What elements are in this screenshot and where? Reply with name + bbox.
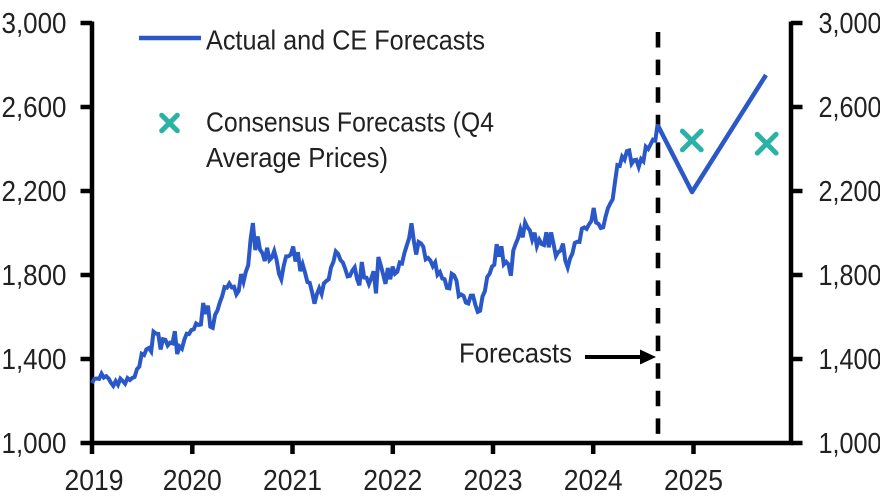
svg-text:1,800: 1,800 (819, 260, 880, 292)
svg-text:2024: 2024 (564, 465, 623, 497)
svg-text:Forecasts: Forecasts (459, 338, 572, 369)
svg-text:2021: 2021 (263, 465, 322, 497)
svg-text:3,000: 3,000 (819, 8, 880, 40)
svg-text:2,200: 2,200 (819, 176, 880, 208)
svg-text:1,800: 1,800 (2, 260, 67, 292)
svg-text:2022: 2022 (363, 465, 422, 497)
svg-text:1,000: 1,000 (819, 428, 880, 460)
svg-text:Actual and CE Forecasts: Actual and CE Forecasts (206, 25, 485, 56)
svg-text:2023: 2023 (464, 465, 523, 497)
svg-text:Consensus Forecasts (Q4: Consensus Forecasts (Q4 (206, 107, 494, 138)
svg-text:2,200: 2,200 (2, 176, 67, 208)
svg-text:2025: 2025 (664, 465, 723, 497)
svg-text:2,600: 2,600 (2, 92, 67, 124)
svg-text:1,400: 1,400 (2, 344, 67, 376)
svg-text:2019: 2019 (65, 465, 124, 497)
svg-text:Average Prices): Average Prices) (206, 142, 388, 173)
svg-text:1,000: 1,000 (2, 428, 67, 460)
svg-text:2,600: 2,600 (819, 92, 880, 124)
svg-text:3,000: 3,000 (2, 8, 67, 40)
svg-text:2020: 2020 (163, 465, 222, 497)
svg-text:1,400: 1,400 (819, 344, 880, 376)
